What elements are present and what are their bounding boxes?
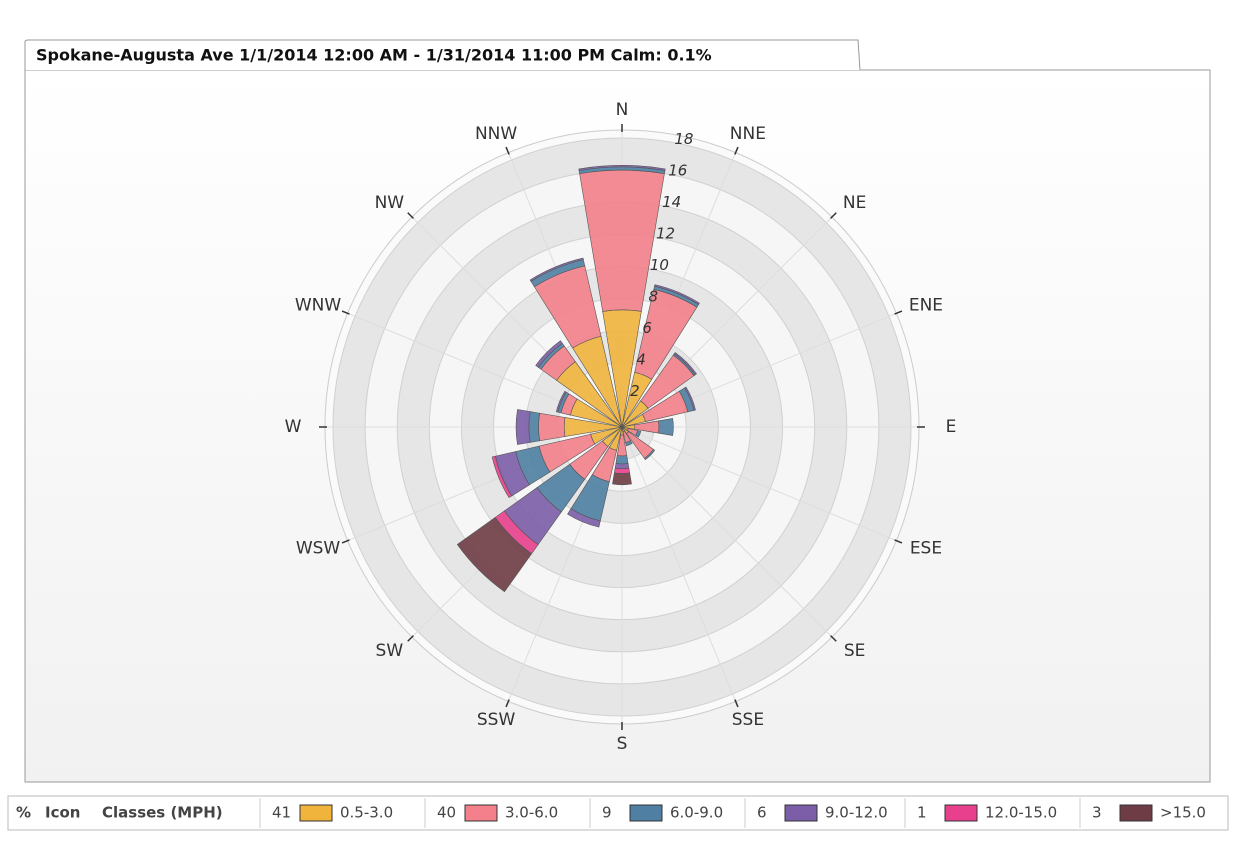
spoke <box>621 426 739 708</box>
r-tick-label: 10 <box>650 256 669 274</box>
wedge-segment <box>538 412 566 442</box>
direction-label: SE <box>844 641 866 661</box>
wedge-segment <box>456 517 532 593</box>
direction-label: ESE <box>910 538 942 558</box>
wedge-segment <box>654 284 700 305</box>
legend-total: 6 <box>757 804 767 822</box>
legend-total: 9 <box>602 804 612 822</box>
spoke-tick <box>734 699 739 708</box>
direction-label: E <box>946 417 957 437</box>
direction-label: NW <box>375 193 405 213</box>
spoke-tick <box>830 212 837 219</box>
wedge-segment <box>635 430 642 438</box>
wedge-segment <box>529 257 584 282</box>
wedge-segment <box>578 165 666 171</box>
r-tick-label: 4 <box>636 351 646 369</box>
legend-swatch <box>629 804 663 822</box>
wedge-segment <box>625 440 633 447</box>
direction-label: SW <box>376 641 404 661</box>
direction-label: WNW <box>295 296 342 316</box>
spoke-tick <box>407 635 414 642</box>
legend-label: 6.0-9.0 <box>670 804 723 822</box>
legend-total: 3 <box>1092 804 1102 822</box>
spoke-tick <box>894 310 903 315</box>
spoke-tick <box>407 212 414 219</box>
wedge-segment <box>528 411 541 443</box>
wedge-segment <box>613 467 631 474</box>
direction-label: N <box>616 100 629 120</box>
chart-title: Spokane-Augusta Ave 1/1/2014 12:00 AM - … <box>36 46 712 65</box>
wedge-segment <box>658 418 674 436</box>
legend: % Icon Classes (MPH) 41 0.5-3.0 40 3.0-6.0 9 6.0… <box>16 798 1206 828</box>
wedge-segment <box>643 448 656 461</box>
legend-total: 1 <box>917 804 927 822</box>
legend-swatch <box>464 804 498 822</box>
direction-label: SSW <box>477 710 516 730</box>
legend-label: 12.0-15.0 <box>985 804 1057 822</box>
direction-label: WSW <box>296 538 341 558</box>
spoke-tick <box>505 146 510 155</box>
legend-swatch <box>299 804 333 822</box>
legend-label: 9.0-12.0 <box>825 804 888 822</box>
r-tick-label: 12 <box>656 224 675 242</box>
legend-swatch <box>1119 804 1153 822</box>
spoke <box>621 426 903 544</box>
direction-label: NNE <box>730 124 766 144</box>
direction-label: S <box>617 734 628 754</box>
spoke-tick <box>341 539 350 544</box>
r-tick-label: 16 <box>668 161 687 179</box>
wedge-segment <box>491 455 513 499</box>
spoke-tick <box>505 699 510 708</box>
r-tick-label: 2 <box>630 382 640 400</box>
wedge-segment <box>614 463 630 470</box>
legend-label: 3.0-6.0 <box>505 804 558 822</box>
wedge-segment <box>515 409 531 445</box>
legend-header: % <box>16 804 31 822</box>
legend-total: 41 <box>272 804 291 822</box>
legend-header: Classes (MPH) <box>102 804 223 822</box>
r-tick-label: 8 <box>648 287 658 305</box>
legend-header: Icon <box>45 804 80 822</box>
legend-swatch <box>944 804 978 822</box>
wedge-segment <box>567 508 601 528</box>
direction-label: W <box>285 417 302 437</box>
wedge-segment <box>615 455 629 465</box>
direction-label: ENE <box>909 296 943 316</box>
spoke-tick <box>830 635 837 642</box>
wedge-segment <box>684 386 696 411</box>
legend-swatch <box>784 804 818 822</box>
legend-bar <box>7 795 1229 831</box>
r-tick-label: 18 <box>674 130 693 148</box>
rose: N NNE NE ENE E ESE SE SSE S SSW SW WSW W WNW NW NNW 2 4 6 8… <box>285 100 957 754</box>
direction-label: SSE <box>732 710 764 730</box>
spoke <box>621 426 837 642</box>
r-tick-label: 6 <box>642 319 652 337</box>
legend-total: 40 <box>437 804 456 822</box>
wedge-segment <box>535 340 563 368</box>
r-tick-label: 14 <box>662 193 681 211</box>
legend-label: >15.0 <box>1160 804 1206 822</box>
wedge-segment <box>612 472 632 486</box>
title-tab <box>24 39 861 71</box>
direction-label: NNW <box>475 124 517 144</box>
wedge-segment <box>555 390 567 413</box>
spoke-tick <box>894 539 903 544</box>
wedge-segment <box>673 352 697 376</box>
spoke-tick <box>341 310 350 315</box>
direction-label: NE <box>843 193 866 213</box>
legend-label: 0.5-3.0 <box>340 804 393 822</box>
spoke-tick <box>734 146 739 155</box>
